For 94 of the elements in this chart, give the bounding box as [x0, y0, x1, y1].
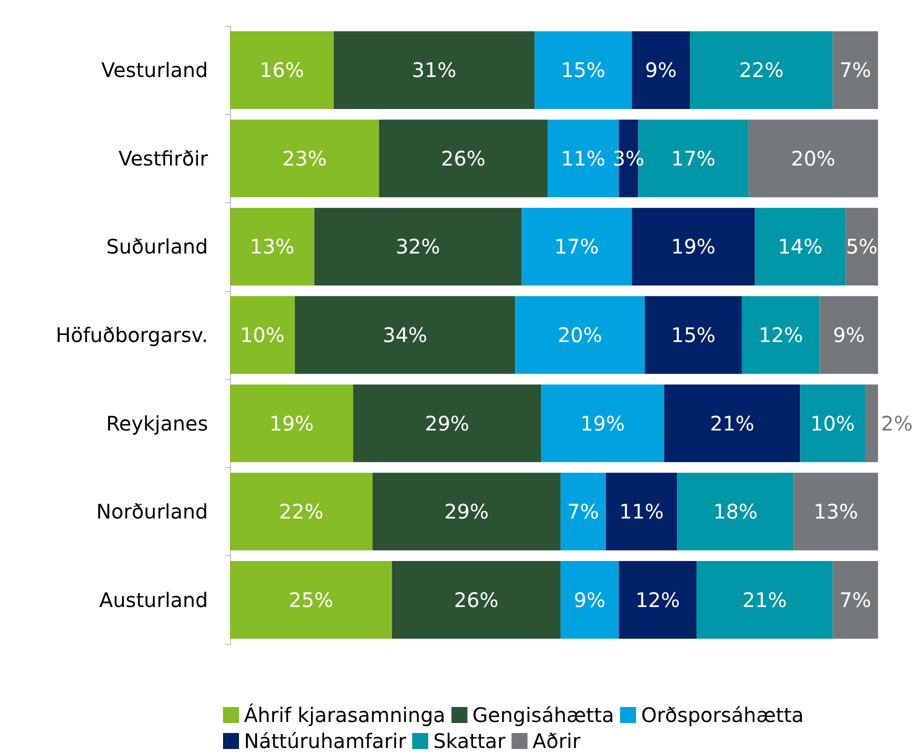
data-label: 7% — [839, 58, 872, 82]
bar — [230, 120, 380, 198]
y-tick-label: Höfuðborgarsv. — [56, 323, 208, 347]
bar — [334, 31, 535, 109]
data-label: 26% — [454, 588, 498, 612]
data-label: 23% — [282, 146, 327, 170]
data-label: 13% — [814, 500, 858, 524]
bar — [820, 296, 878, 374]
bar — [632, 208, 755, 286]
bar — [560, 472, 606, 550]
y-tick-label: Vestfirðir — [118, 146, 209, 170]
data-label: 14% — [778, 234, 822, 259]
data-label: 10% — [810, 411, 855, 436]
bar — [560, 561, 619, 639]
bar — [846, 208, 878, 286]
bar — [606, 472, 678, 550]
data-label: 11% — [619, 500, 664, 524]
bar — [515, 296, 645, 374]
data-label: 31% — [412, 58, 456, 82]
bar — [794, 472, 878, 550]
legend-label: Áhrif kjarasamninga — [244, 703, 446, 727]
data-label: 7% — [839, 588, 872, 612]
data-label: 9% — [574, 588, 606, 612]
data-label: 21% — [710, 411, 754, 436]
bar — [644, 296, 742, 374]
data-label: 5% — [846, 234, 878, 259]
data-label: 29% — [424, 411, 470, 436]
legend-label: Gengisáhætta — [472, 703, 614, 727]
bar — [534, 31, 632, 109]
y-tick-label: Vesturland — [101, 58, 208, 82]
data-label: 3% — [612, 146, 644, 170]
legend-label: Náttúruhamfarir — [244, 729, 407, 753]
data-label: 19% — [269, 411, 314, 436]
y-tick-label: Austurland — [99, 588, 208, 612]
bar — [353, 384, 542, 462]
data-label: 7% — [567, 500, 600, 524]
bar — [832, 561, 878, 639]
data-label: 12% — [635, 588, 680, 612]
data-label: 12% — [758, 323, 804, 347]
bar — [618, 561, 697, 639]
legend-label: Orðsporsáhætta — [641, 703, 804, 727]
bar — [230, 296, 295, 374]
data-label: 15% — [560, 58, 606, 82]
bar — [632, 31, 690, 109]
bar — [754, 208, 846, 286]
data-label: 25% — [288, 588, 334, 612]
data-label: 22% — [739, 58, 784, 82]
y-tick-label: Norðurland — [96, 500, 208, 524]
legend-label: Aðrir — [532, 729, 582, 753]
data-label: 32% — [396, 234, 440, 259]
bar — [832, 31, 878, 109]
legend-label: Skattar — [433, 729, 506, 753]
bar — [677, 472, 794, 550]
data-label: 20% — [790, 146, 836, 170]
bar — [230, 384, 354, 462]
data-label: 18% — [713, 500, 758, 524]
data-label: 19% — [671, 234, 716, 259]
data-label: 9% — [645, 58, 677, 82]
y-tick-label: Reykjanes — [106, 411, 208, 436]
bar — [392, 561, 560, 639]
data-label: 34% — [382, 323, 428, 347]
data-label: 22% — [279, 500, 324, 524]
bar — [865, 384, 878, 462]
bar — [696, 561, 833, 639]
data-label: 19% — [580, 411, 625, 436]
bar — [230, 472, 373, 550]
bar — [314, 208, 522, 286]
bar — [230, 208, 314, 286]
bar — [294, 296, 516, 374]
bar — [800, 384, 866, 462]
bar — [372, 472, 560, 550]
data-label: 29% — [444, 500, 489, 524]
data-label: 20% — [558, 323, 602, 347]
data-label: 9% — [832, 323, 865, 347]
data-label: 13% — [250, 234, 294, 259]
bar — [664, 384, 800, 462]
data-label: 17% — [554, 234, 599, 259]
bar — [541, 384, 664, 462]
bar — [748, 120, 878, 198]
data-label: 11% — [560, 146, 606, 170]
bar — [522, 208, 632, 286]
bar — [742, 296, 820, 374]
data-label: 17% — [671, 146, 716, 170]
bar — [230, 561, 392, 639]
data-label: 15% — [671, 323, 716, 347]
data-label: 10% — [240, 323, 285, 347]
bar — [690, 31, 833, 109]
data-label: 16% — [260, 58, 304, 82]
data-label: 26% — [441, 146, 486, 170]
data-label: 21% — [742, 588, 787, 612]
bar — [230, 31, 334, 109]
bar — [379, 120, 548, 198]
y-tick-label: Suðurland — [106, 234, 208, 259]
data-label: 2% — [881, 411, 913, 436]
